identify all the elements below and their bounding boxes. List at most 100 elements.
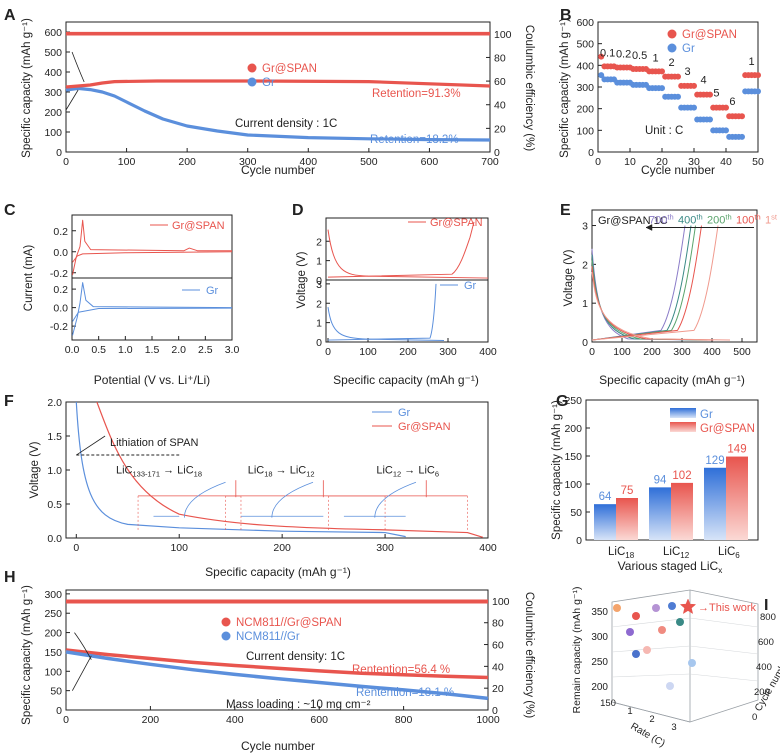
legend-gr-label: Gr: [262, 77, 275, 89]
y-axis-title: Specific capacity (mAh g⁻¹): [21, 18, 33, 158]
z-tick-label: 400: [756, 662, 772, 673]
x-tick-label: 10: [624, 156, 636, 168]
x-axis-title: Potential (V vs. Li⁺/Li): [94, 373, 210, 387]
cv-gr: [72, 282, 233, 336]
x-tick-label: 200: [273, 542, 291, 554]
data-point: [598, 53, 605, 60]
y-tick-label: 500: [44, 47, 62, 59]
rate-label: 0.1: [600, 47, 615, 59]
x-tick-label: 400: [479, 346, 497, 358]
cycle-num: 100: [736, 215, 754, 227]
y2-tick-label: 100: [492, 596, 510, 608]
y-axis-title: Current (mA): [23, 245, 35, 312]
y2-tick-label: 0: [492, 705, 498, 717]
x-tick-label: 100: [359, 346, 377, 358]
y-axis-title: Specific capacity (mAh g⁻¹): [551, 400, 563, 540]
y2-tick-label: 40: [494, 100, 506, 112]
x-tick-label: 300: [439, 346, 457, 358]
x-tick-label: 0: [325, 346, 331, 358]
data-point: [643, 646, 651, 654]
y-tick-label: 0: [56, 147, 62, 159]
panel-letter: D: [292, 202, 304, 219]
x-tick-label: LiC6: [718, 546, 740, 560]
y-tick-label: 400: [576, 60, 594, 72]
gcd-gr-charge: [327, 283, 437, 341]
plot-frame: [591, 209, 758, 343]
y-tick-label: 250: [44, 608, 62, 620]
y-tick-label: 1: [316, 256, 322, 268]
gcd-charge: [591, 225, 692, 341]
gcd-charge: [591, 225, 686, 341]
stage-a: LiC: [116, 464, 133, 476]
cycle-num: 700: [649, 215, 667, 227]
legend-gr-span-marker: [247, 63, 257, 73]
y2-tick-label: 80: [492, 618, 504, 630]
x-tick-label: 150: [600, 698, 616, 709]
rate-label: 5: [713, 87, 719, 99]
y-tick-label: 0.2: [53, 284, 68, 296]
y-tick-label: 0.2: [53, 226, 68, 238]
legend-ncm-gr-span-label: NCM811//Gr@SPAN: [236, 617, 342, 629]
rate-label: 4: [701, 74, 707, 86]
bar-gr: [704, 467, 726, 540]
y-tick-label: 0.5: [47, 499, 62, 511]
x-axis-title: Various staged LiCx: [618, 559, 724, 575]
y-axis-title: Voltage (V): [29, 441, 41, 498]
x-axis-title: Cycle number: [641, 163, 715, 177]
y-tick-label: 200: [44, 107, 62, 119]
x-tick-label: 3.0: [225, 344, 240, 356]
x-tick-label: 300: [673, 346, 691, 358]
y2-tick-label: 20: [492, 683, 504, 695]
stage-a: LiC: [376, 464, 393, 476]
legend-gr-span: Gr@SPAN: [398, 421, 451, 433]
x-tick-label: 1.5: [145, 344, 160, 356]
stage-b: LiC: [418, 464, 435, 476]
stage-arrow: →: [273, 464, 290, 476]
y-tick-label: 300: [576, 82, 594, 94]
x-tick-label: 40: [720, 156, 732, 168]
3d-edge: [611, 701, 691, 723]
data-point: [688, 659, 696, 667]
y2-axis-title: Coulumbic efficiency (%): [523, 592, 535, 719]
y-tick-label: 100: [44, 666, 62, 678]
current-density-note: Current density: 1C: [246, 651, 345, 663]
gcd-charge: [591, 225, 702, 341]
y-tick-label: 300: [44, 589, 62, 601]
legend-gr-marker: [667, 43, 677, 53]
series-ncm-gr: [65, 650, 489, 701]
y-tick-label: 100: [564, 479, 582, 491]
x-tick-label: 1: [627, 706, 632, 717]
bar-gr: [649, 487, 671, 540]
data-point: [632, 650, 640, 658]
rate-label: 0.5: [632, 50, 647, 62]
y-tick-label: 600: [44, 27, 62, 39]
data-point: [707, 116, 713, 123]
x-tick-label: 400: [479, 542, 497, 554]
stage-b: LiC: [290, 464, 307, 476]
data-point: [755, 72, 761, 79]
retention-gr-span: Retention=91.3%: [372, 88, 461, 100]
x-tick-label: LiC18: [608, 546, 635, 560]
y-tick-label: 0: [316, 337, 322, 349]
x-tick-label: 0.0: [65, 344, 80, 356]
y-tick-label: 0: [56, 705, 62, 717]
legend-gr-span-label: Gr@SPAN: [682, 29, 737, 41]
x-tick-label: 30: [688, 156, 700, 168]
z-tick-label: 800: [760, 612, 776, 623]
panel-letter: I: [764, 597, 768, 614]
bar-value-gr: 94: [654, 474, 667, 486]
x-tick-label: 400: [703, 346, 721, 358]
retention-gr-span: Rentention=56.4 %: [352, 664, 450, 676]
y2-axis-title: Coulumbic efficiency (%): [523, 25, 535, 152]
bar-value-gr-span: 102: [672, 470, 691, 482]
y2-tick-label: 80: [494, 52, 506, 64]
stage-arrow-blue: [271, 481, 314, 518]
data-point: [739, 113, 745, 120]
cv-gr-span: [72, 219, 232, 275]
data-point: [613, 604, 621, 612]
data-point: [707, 91, 713, 98]
z-tick-label: 600: [758, 637, 774, 648]
current-density-note: Current density : 1C: [235, 118, 337, 130]
panel-letter: F: [4, 393, 14, 410]
y-tick-label: 300: [44, 87, 62, 99]
